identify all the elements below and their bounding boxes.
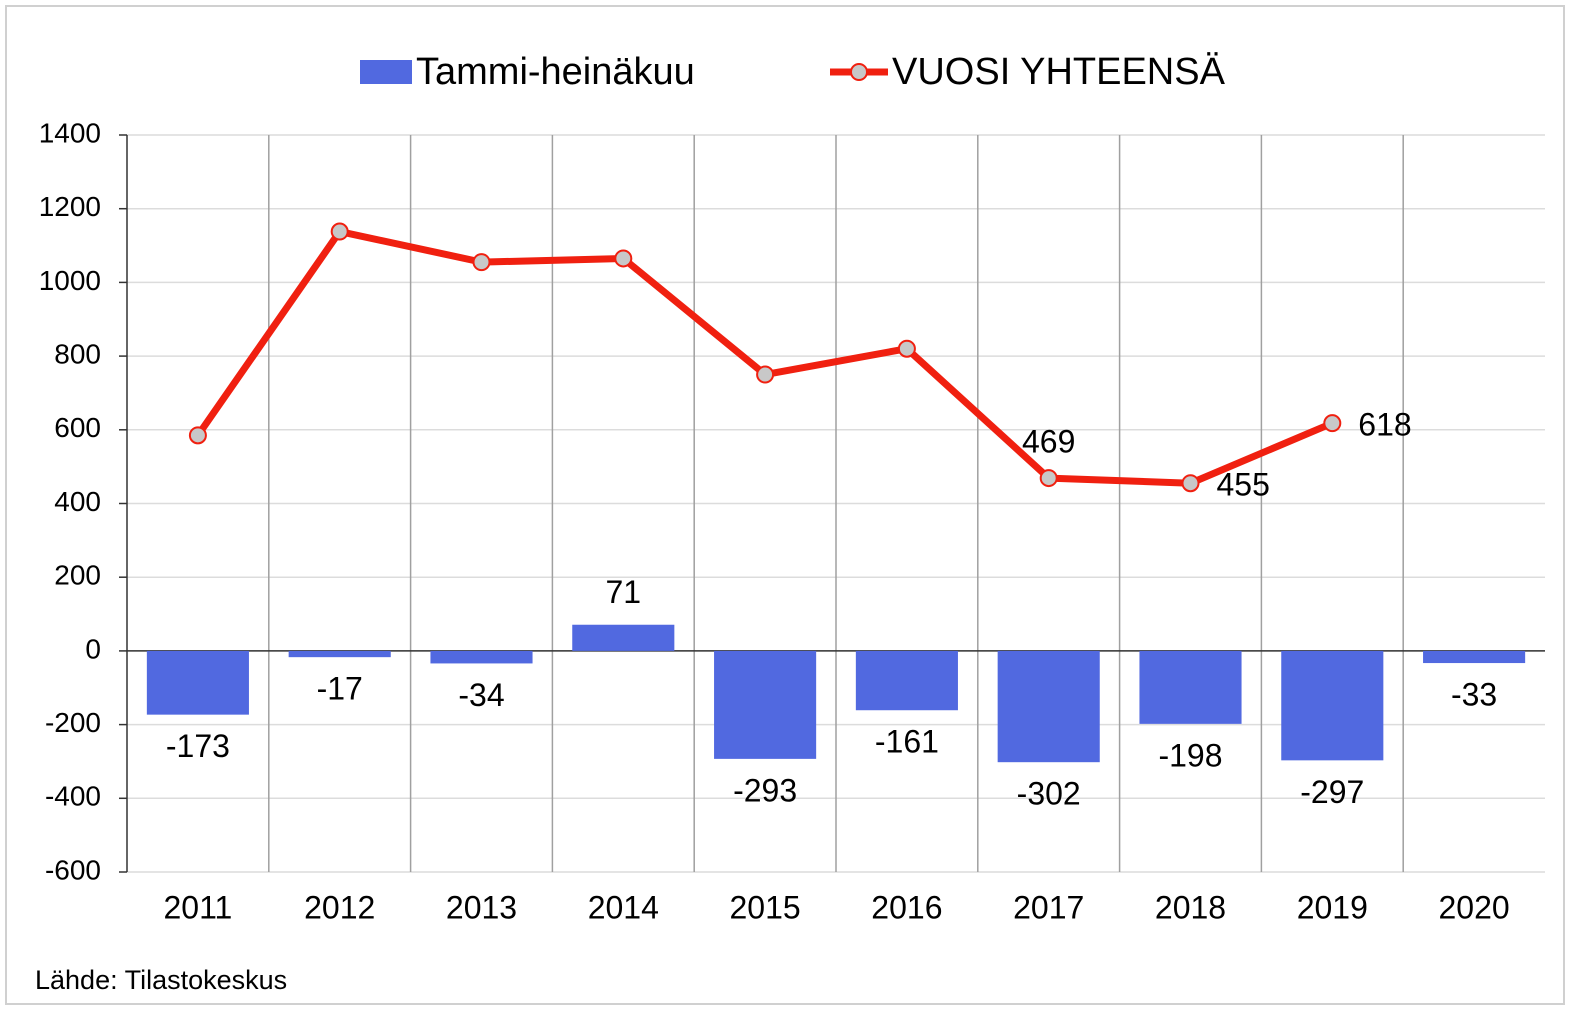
x-tick-label: 2013: [446, 889, 517, 925]
line-marker: [756, 365, 775, 384]
source: Lähde: Tilastokeskus: [35, 965, 287, 995]
y-tick-label: 400: [54, 486, 101, 517]
x-tick-label: 2012: [304, 889, 375, 925]
frame: [5, 5, 1565, 1005]
y-tick-label: -400: [45, 781, 101, 812]
x-tick-label: 2016: [871, 889, 942, 925]
bar: [1281, 650, 1384, 761]
x-tick-label: 2017: [1013, 889, 1084, 925]
line-label: 469: [1022, 424, 1075, 460]
bar-label: -34: [458, 677, 504, 713]
bar-label: -161: [875, 724, 939, 760]
line-marker: [472, 253, 491, 272]
y-tick-label: 800: [54, 338, 101, 369]
legend-label: VUOSI YHTEENSÄ: [892, 51, 1226, 93]
line-marker: [614, 249, 633, 268]
line-marker: [1181, 474, 1200, 493]
line-marker: [188, 426, 207, 445]
bar: [1139, 650, 1242, 724]
legend-marker: [850, 63, 868, 81]
bar: [714, 650, 817, 759]
x-tick-label: 2014: [588, 889, 659, 925]
line-label: 455: [1217, 467, 1270, 503]
bar-label: -297: [1300, 774, 1364, 810]
x-tick-label: 2011: [163, 889, 232, 925]
y-tick-label: -600: [45, 854, 101, 885]
x-tick-label: 2018: [1155, 889, 1226, 925]
bar: [430, 650, 533, 664]
x-tick-label: 2020: [1439, 889, 1510, 925]
bar-label: -33: [1451, 677, 1497, 713]
bar-label: -173: [166, 728, 230, 764]
x-tick-label: 2019: [1297, 889, 1368, 925]
line-label: 618: [1358, 407, 1411, 443]
bar: [997, 650, 1100, 763]
bar: [288, 650, 391, 658]
bar: [572, 624, 675, 651]
legend-label: Tammi-heinäkuu: [416, 51, 695, 93]
y-tick-label: 200: [54, 560, 101, 591]
bar-label: -17: [317, 671, 363, 707]
line-marker: [330, 222, 349, 241]
bar-label: -293: [733, 772, 797, 808]
y-tick-label: 1200: [39, 191, 101, 222]
y-tick-label: 600: [54, 412, 101, 443]
y-tick-label: 0: [85, 633, 101, 664]
y-tick-label: 1000: [39, 265, 101, 296]
y-tick-label: 1400: [39, 117, 101, 148]
bar: [1423, 650, 1526, 664]
line-marker: [1323, 414, 1342, 433]
bar: [855, 650, 958, 711]
bar-label: -198: [1158, 737, 1222, 773]
line-marker: [1039, 469, 1058, 488]
bar-label: 71: [606, 574, 642, 610]
legend-swatch: [360, 60, 412, 84]
y-tick-label: -200: [45, 707, 101, 738]
x-tick-label: 2015: [730, 889, 801, 925]
line-marker: [897, 339, 916, 358]
bar-label: -302: [1017, 776, 1081, 812]
bar: [146, 650, 249, 715]
